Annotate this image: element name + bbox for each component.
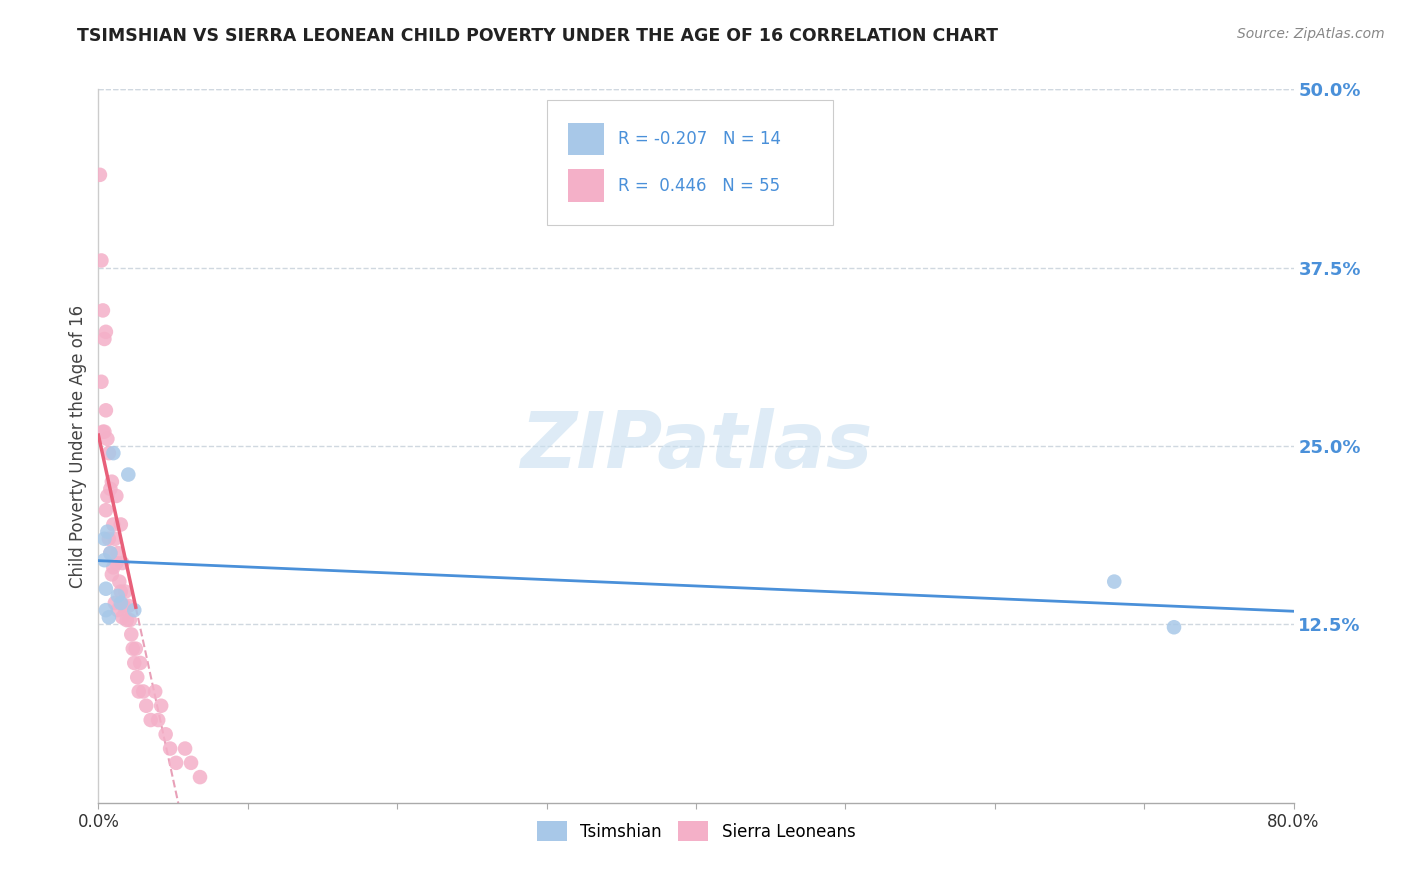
Point (93, 532, 115, 546)
FancyBboxPatch shape (568, 169, 605, 202)
Point (96, 489, 118, 503)
Point (91, 303, 114, 318)
Point (188, 770, 211, 784)
Point (101, 567, 124, 582)
Point (148, 713, 170, 727)
Text: R =  0.446   N = 55: R = 0.446 N = 55 (619, 177, 780, 194)
Point (117, 599, 139, 613)
Point (94, 403, 117, 417)
Text: TSIMSHIAN VS SIERRA LEONEAN CHILD POVERTY UNDER THE AGE OF 16 CORRELATION CHART: TSIMSHIAN VS SIERRA LEONEAN CHILD POVERT… (77, 27, 998, 45)
Point (110, 517, 132, 532)
Point (98, 546, 122, 560)
Point (94, 582, 117, 596)
Point (98, 482, 122, 496)
Point (96, 524, 118, 539)
Text: ZIPatlas: ZIPatlas (520, 408, 872, 484)
Point (129, 656, 152, 670)
Y-axis label: Child Poverty Under the Age of 16: Child Poverty Under the Age of 16 (69, 304, 87, 588)
Point (96, 432, 118, 446)
Point (118, 613, 141, 627)
Point (110, 584, 132, 599)
Point (89, 168, 111, 182)
Point (107, 546, 129, 560)
Point (93, 332, 115, 346)
Point (101, 475, 124, 489)
Point (124, 656, 146, 670)
Point (132, 684, 155, 698)
Point (90, 253, 112, 268)
Point (103, 560, 125, 574)
Point (107, 589, 129, 603)
Point (94, 325, 117, 339)
Point (90, 375, 112, 389)
FancyBboxPatch shape (568, 123, 605, 155)
Point (94, 503, 117, 517)
Legend: Tsimshian, Sierra Leoneans: Tsimshian, Sierra Leoneans (530, 814, 862, 848)
Point (103, 517, 125, 532)
Point (91, 425, 114, 439)
Point (120, 627, 142, 641)
Point (97, 446, 120, 460)
Point (107, 603, 129, 617)
Point (174, 741, 197, 756)
Point (124, 603, 146, 617)
Point (1163, 620, 1185, 634)
Point (105, 489, 128, 503)
Point (105, 556, 128, 570)
Text: R = -0.207   N = 14: R = -0.207 N = 14 (619, 130, 782, 148)
Point (114, 584, 136, 599)
Point (115, 613, 138, 627)
Point (94, 603, 117, 617)
Point (111, 610, 134, 624)
Point (98, 546, 122, 560)
Point (165, 756, 187, 770)
Point (127, 670, 149, 684)
Point (155, 727, 177, 741)
Point (112, 599, 135, 613)
Point (111, 556, 134, 570)
Point (103, 446, 125, 460)
Text: Source: ZipAtlas.com: Source: ZipAtlas.com (1237, 27, 1385, 41)
Point (97, 610, 120, 624)
Point (108, 574, 131, 589)
Point (93, 553, 115, 567)
Point (1104, 574, 1126, 589)
Point (97, 532, 120, 546)
Point (117, 467, 139, 482)
Point (139, 713, 162, 727)
Point (128, 684, 150, 698)
Point (125, 641, 148, 656)
Point (180, 756, 202, 770)
FancyBboxPatch shape (547, 100, 834, 225)
Point (93, 425, 115, 439)
Point (135, 698, 157, 713)
Point (104, 532, 127, 546)
Point (159, 741, 181, 756)
Point (150, 698, 173, 713)
Point (104, 596, 127, 610)
Point (121, 641, 143, 656)
Point (143, 684, 166, 698)
Point (110, 596, 132, 610)
